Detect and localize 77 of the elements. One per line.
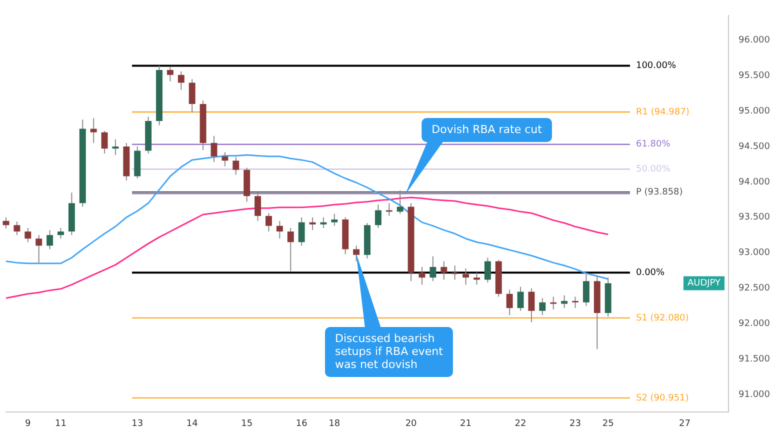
candlestick: [572, 296, 578, 309]
y-tick-label: 92.500: [738, 284, 770, 294]
y-tick-label: 91.000: [738, 390, 770, 400]
x-tick-label: 11: [55, 418, 66, 429]
x-tick-label: 23: [570, 418, 581, 429]
candlestick: [166, 66, 174, 82]
annotation: AUDJPY: [687, 278, 722, 289]
y-tick-label: 94.000: [738, 177, 770, 188]
y-tick-label: 95.000: [738, 106, 770, 116]
candlestick: [528, 288, 535, 323]
candlestick: [24, 227, 32, 243]
x-tick-label: 15: [241, 418, 253, 429]
y-tick-label: 91.500: [738, 354, 770, 364]
candlestick: [188, 78, 196, 113]
y-tick-label: 92.000: [738, 318, 770, 329]
candlestick: [90, 118, 97, 144]
annotation: 100.00%: [636, 61, 676, 72]
annotation: 50.00%: [636, 164, 671, 175]
candlestick: [309, 216, 316, 231]
candlestick: [440, 260, 448, 280]
y-tick-label: 94.500: [738, 142, 770, 152]
candlestick: [561, 294, 568, 309]
x-tick-label: 14: [186, 418, 198, 429]
x-tick-label: 25: [602, 418, 614, 429]
candlestick: [14, 221, 20, 236]
x-tick-label: 22: [514, 418, 526, 429]
candlestick: [222, 152, 228, 167]
x-tick-label: 9: [25, 418, 32, 429]
ref-line-label: S1 (92.080): [636, 313, 689, 324]
candlestick: [430, 256, 436, 282]
candlestick: [396, 190, 404, 214]
candlestick: [539, 298, 546, 316]
y-tick-label: 95.500: [738, 70, 770, 81]
candlestick: [298, 216, 305, 246]
annotation: 0.00%: [636, 268, 666, 278]
candlestick: [112, 138, 119, 156]
y-tick-label: 93.500: [738, 212, 770, 223]
candlestick: [582, 274, 590, 306]
x-tick-label: 21: [460, 418, 472, 429]
candlestick: [484, 257, 491, 284]
candlestick: [265, 212, 272, 232]
candlestick: [232, 156, 240, 176]
candlestick: [276, 220, 283, 240]
candlestick: [517, 286, 524, 312]
x-tick-label: 27: [678, 418, 690, 429]
candlestick: [46, 230, 54, 250]
candlestick: [550, 296, 557, 310]
x-tick-label: 13: [132, 418, 144, 429]
y-tick-label: 93.000: [738, 248, 770, 258]
candlestick: [320, 216, 327, 228]
candlestick: [473, 272, 480, 286]
candlestick: [210, 135, 218, 163]
candlestick: [418, 266, 426, 286]
ref-line-label: P (93.858): [636, 187, 683, 198]
candlestick: [101, 130, 108, 154]
speech-bubble: Dovish RBA rate cut: [404, 117, 553, 196]
x-tick-label: 16: [296, 418, 308, 429]
annotation: 61.80%: [636, 140, 671, 150]
candlestick: [287, 227, 294, 272]
candlestick: [462, 268, 470, 286]
ref-line-label: R1 (94.987): [636, 107, 690, 118]
candlestick: [178, 70, 184, 90]
candlestick: [353, 245, 360, 262]
x-tick-label: 18: [328, 418, 340, 429]
candlestick: [331, 213, 338, 226]
annotation: Dovish RBA rate cut: [431, 123, 542, 136]
y-tick-label: 96.000: [738, 36, 770, 46]
ref-line-label: S2 (90.951): [636, 393, 689, 404]
candlestick: [254, 192, 262, 222]
candlestick: [374, 204, 382, 228]
speech-bubble: Discussed bearish setups if RBA event was net dovish: [324, 252, 454, 378]
annotation: Discussed bearish setups if RBA event was net dovish: [335, 332, 444, 372]
candlestick: [452, 265, 458, 280]
candlestick: [58, 227, 64, 240]
x-tick-label: 20: [405, 418, 418, 429]
candlestick: [36, 234, 42, 264]
candlestick: [506, 289, 513, 316]
